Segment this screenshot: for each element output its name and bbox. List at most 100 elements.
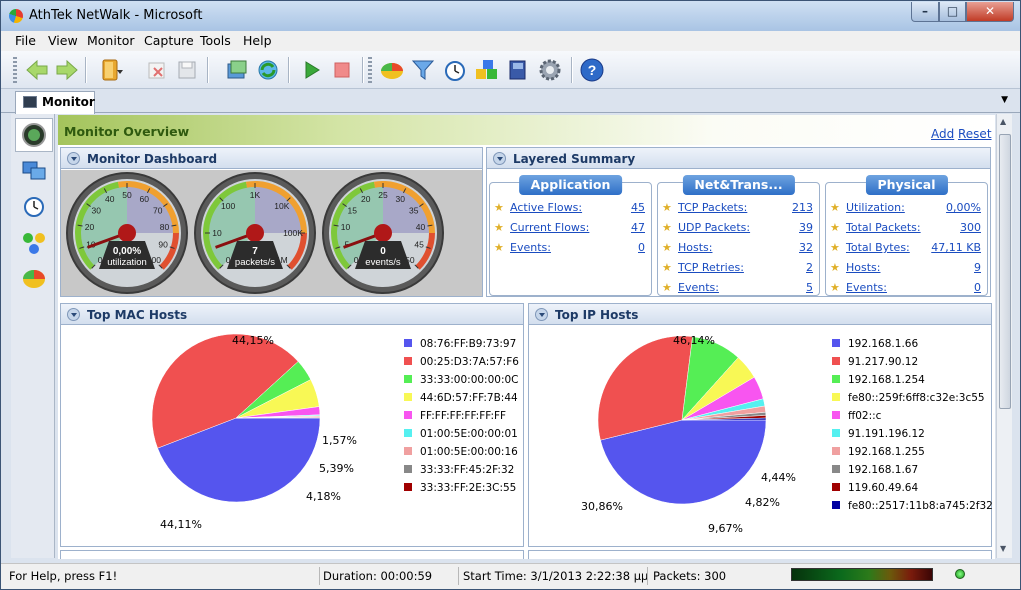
summary-row[interactable]: ★ TCP Packets: 213 bbox=[662, 201, 813, 217]
summary-row[interactable]: ★ Active Flows: 45 bbox=[494, 201, 645, 217]
forward-icon[interactable] bbox=[53, 56, 81, 84]
summary-row-label[interactable]: Events: bbox=[510, 241, 551, 254]
legend-item[interactable]: 33:33:FF:45:2F:32 bbox=[404, 464, 514, 478]
save-icon[interactable] bbox=[173, 56, 201, 84]
collapse-icon[interactable] bbox=[493, 152, 506, 165]
maximize-button[interactable]: □ bbox=[939, 2, 966, 22]
summary-row[interactable]: ★ Hosts: 32 bbox=[662, 241, 813, 257]
pie-slice[interactable] bbox=[597, 335, 693, 441]
legend-item[interactable]: 192.168.1.67 bbox=[832, 464, 918, 478]
help-icon[interactable]: ? bbox=[578, 56, 606, 84]
minimize-button[interactable]: – bbox=[911, 2, 939, 22]
summary-row-label[interactable]: Hosts: bbox=[678, 241, 713, 254]
summary-row[interactable]: ★ TCP Retries: 2 bbox=[662, 261, 813, 277]
play-icon[interactable] bbox=[297, 56, 325, 84]
scroll-down-icon[interactable]: ▼ bbox=[1000, 544, 1007, 553]
summary-row-label[interactable]: UDP Packets: bbox=[678, 221, 751, 234]
summary-row-label[interactable]: Utilization: bbox=[846, 201, 905, 214]
summary-row-label[interactable]: TCP Packets: bbox=[678, 201, 748, 214]
summary-row-label[interactable]: TCP Retries: bbox=[678, 261, 744, 274]
sidebar-item-protocols[interactable] bbox=[15, 226, 53, 260]
summary-row-label[interactable]: Hosts: bbox=[846, 261, 881, 274]
legend-item[interactable]: 08:76:FF:B9:73:97 bbox=[404, 338, 516, 352]
menu-help[interactable]: Help bbox=[243, 33, 272, 48]
summary-row-label[interactable]: Total Bytes: bbox=[846, 241, 910, 254]
dashboard-header[interactable]: Monitor Dashboard bbox=[61, 148, 482, 169]
summary-row-label[interactable]: Events: bbox=[846, 281, 887, 294]
legend-item[interactable]: 192.168.1.255 bbox=[832, 446, 925, 460]
sidebar-item-dashboard[interactable] bbox=[15, 118, 53, 152]
alarm-icon[interactable] bbox=[441, 56, 469, 84]
summary-row[interactable]: ★ Events: 0 bbox=[830, 281, 981, 297]
pie-slice[interactable] bbox=[235, 417, 321, 419]
pie-slice[interactable] bbox=[600, 419, 767, 505]
legend-item[interactable]: 00:25:D3:7A:57:F6 bbox=[404, 356, 519, 370]
tab-monitor[interactable]: Monitor bbox=[15, 91, 95, 114]
summary-row[interactable]: ★ UDP Packets: 39 bbox=[662, 221, 813, 237]
summary-row-value[interactable]: 0 bbox=[974, 281, 981, 294]
mac-hosts-header[interactable]: Top MAC Hosts bbox=[61, 304, 523, 325]
toolbar-grip[interactable] bbox=[368, 57, 372, 83]
refresh-icon[interactable] bbox=[254, 56, 282, 84]
legend-item[interactable]: 01:00:5E:00:00:16 bbox=[404, 446, 518, 460]
menu-view[interactable]: View bbox=[48, 33, 78, 48]
open-icon[interactable] bbox=[97, 56, 125, 84]
legend-item[interactable]: 91.191.196.12 bbox=[832, 428, 925, 442]
reset-link[interactable]: Reset bbox=[958, 127, 992, 141]
add-link[interactable]: Add bbox=[931, 127, 955, 141]
settings-icon[interactable] bbox=[536, 56, 564, 84]
sidebar-item-alarms[interactable] bbox=[15, 190, 53, 224]
legend-item[interactable]: 91.217.90.12 bbox=[832, 356, 918, 370]
summary-row-value[interactable]: 300 bbox=[960, 221, 981, 234]
collapse-icon[interactable] bbox=[67, 152, 80, 165]
vertical-scrollbar[interactable]: ▲ ▼ bbox=[996, 114, 1012, 558]
scroll-up-icon[interactable]: ▲ bbox=[1000, 117, 1007, 126]
summary-row-value[interactable]: 0,00% bbox=[946, 201, 981, 214]
menu-file[interactable]: File bbox=[15, 33, 36, 48]
filter-icon[interactable] bbox=[409, 56, 437, 84]
legend-item[interactable]: 119.60.49.64 bbox=[832, 482, 918, 496]
summary-row-label[interactable]: Events: bbox=[678, 281, 719, 294]
menu-tools[interactable]: Tools bbox=[200, 33, 231, 48]
scroll-thumb[interactable] bbox=[999, 134, 1011, 409]
collapse-icon[interactable] bbox=[67, 308, 80, 321]
objects-icon[interactable] bbox=[473, 56, 501, 84]
pie-slice[interactable] bbox=[681, 417, 767, 421]
summary-row-label[interactable]: Current Flows: bbox=[510, 221, 590, 234]
menu-capture[interactable]: Capture bbox=[144, 33, 194, 48]
delete-icon[interactable] bbox=[143, 56, 171, 84]
menu-monitor[interactable]: Monitor bbox=[87, 33, 135, 48]
summary-row[interactable]: ★ Hosts: 9 bbox=[830, 261, 981, 277]
summary-row[interactable]: ★ Current Flows: 47 bbox=[494, 221, 645, 237]
title-bar[interactable]: AthTek NetWalk - Microsoft – □ ✕ bbox=[1, 1, 1020, 31]
pie-slice[interactable] bbox=[151, 333, 299, 449]
summary-row-value[interactable]: 47 bbox=[631, 221, 645, 234]
back-icon[interactable] bbox=[23, 56, 51, 84]
summary-row[interactable]: ★ Total Packets: 300 bbox=[830, 221, 981, 237]
summary-row-value[interactable]: 32 bbox=[799, 241, 813, 254]
summary-row-label[interactable]: Total Packets: bbox=[846, 221, 921, 234]
summary-row-value[interactable]: 45 bbox=[631, 201, 645, 214]
legend-item[interactable]: 33:33:FF:2E:3C:55 bbox=[404, 482, 516, 496]
export-icon[interactable] bbox=[223, 56, 251, 84]
summary-row[interactable]: ★ Total Bytes: 47,11 KB bbox=[830, 241, 981, 257]
toolbar-grip[interactable] bbox=[13, 57, 17, 83]
legend-item[interactable]: 01:00:5E:00:00:01 bbox=[404, 428, 518, 442]
summary-row-value[interactable]: 5 bbox=[806, 281, 813, 294]
sidebar-item-hosts[interactable] bbox=[15, 154, 53, 188]
summary-row-value[interactable]: 213 bbox=[792, 201, 813, 214]
book-icon[interactable] bbox=[504, 56, 532, 84]
summary-row[interactable]: ★ Events: 5 bbox=[662, 281, 813, 297]
legend-item[interactable]: 44:6D:57:FF:7B:44 bbox=[404, 392, 518, 406]
legend-item[interactable]: 33:33:00:00:00:0C bbox=[404, 374, 519, 388]
collapse-icon[interactable] bbox=[535, 308, 548, 321]
ip-hosts-header[interactable]: Top IP Hosts bbox=[529, 304, 991, 325]
close-button[interactable]: ✕ bbox=[966, 2, 1014, 22]
summary-row-value[interactable]: 0 bbox=[638, 241, 645, 254]
sidebar-item-statistics[interactable] bbox=[15, 262, 53, 296]
summary-row[interactable]: ★ Utilization: 0,00% bbox=[830, 201, 981, 217]
summary-row-value[interactable]: 2 bbox=[806, 261, 813, 274]
chart-icon[interactable] bbox=[378, 56, 406, 84]
legend-item[interactable]: FF:FF:FF:FF:FF:FF bbox=[404, 410, 506, 424]
summary-row-value[interactable]: 47,11 KB bbox=[931, 241, 981, 254]
